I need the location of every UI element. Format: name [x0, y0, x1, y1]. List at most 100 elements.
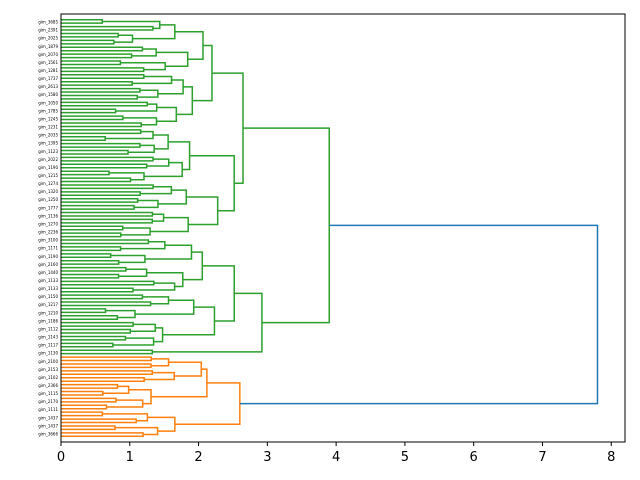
green-cluster-link-38 [61, 136, 106, 141]
leaf-label: gim_1133 [38, 278, 58, 283]
green-cluster-link-46 [109, 172, 145, 181]
green-cluster-link-56 [61, 204, 135, 210]
green-cluster-link-66 [182, 251, 204, 281]
orange-cluster-link-115 [61, 411, 104, 417]
orange-cluster-link-110 [106, 399, 144, 408]
green-cluster-link-40 [61, 142, 141, 148]
green-cluster-link-57 [150, 216, 189, 233]
orange-cluster-link-111 [61, 397, 117, 403]
green-cluster-link-11 [156, 51, 189, 67]
green-cluster-link-42 [144, 161, 183, 178]
orange-cluster-link-108 [61, 383, 119, 389]
dendrogram-links [61, 18, 599, 438]
x-tick-label: 5 [401, 450, 409, 465]
leaf-label: gim_1785 [38, 108, 58, 113]
orange-cluster-link-119 [61, 432, 144, 438]
leaf-label: gim_1143 [38, 335, 58, 340]
green-cluster-link-15 [120, 62, 166, 71]
green-cluster-link-21 [61, 74, 145, 79]
orange-cluster-link-105 [61, 377, 145, 382]
leaf-label: gim_3666 [38, 431, 58, 436]
x-tick-label: 7 [538, 450, 546, 465]
leaf-label: gim_1245 [38, 116, 58, 121]
green-cluster-link-44 [61, 156, 154, 162]
leaf-label: gim_1580 [38, 92, 58, 97]
leaf-label: gim_1320 [38, 189, 58, 194]
orange-cluster-link-114 [102, 413, 149, 422]
green-cluster-link-2 [192, 44, 213, 102]
x-tick-label: 6 [470, 450, 478, 465]
leaf-label: gim_2613 [38, 84, 58, 89]
leaf-label: gim_1274 [38, 181, 58, 186]
green-cluster-link-14 [61, 53, 133, 59]
green-cluster-link-31 [61, 115, 124, 121]
green-cluster-link-30 [122, 117, 158, 126]
green-cluster-link-69 [61, 239, 150, 245]
green-cluster-link-54 [134, 199, 159, 209]
green-cluster-link-5 [102, 20, 161, 30]
orange-cluster-link-104 [61, 370, 153, 376]
orange-cluster-link-118 [61, 425, 116, 431]
green-cluster-link-35 [153, 134, 169, 150]
leaf-label: gim_1117 [38, 343, 58, 348]
leaf-label: gim_1130 [38, 351, 58, 356]
green-cluster-link-95 [61, 342, 114, 348]
green-cluster-link-52 [61, 184, 154, 190]
x-tick-label: 0 [57, 450, 65, 465]
green-cluster-link-79 [61, 280, 155, 286]
green-cluster-link-22 [61, 80, 133, 86]
green-cluster-link-58 [152, 213, 165, 222]
green-cluster-link-72 [61, 253, 112, 259]
green-cluster-link-29 [61, 108, 117, 114]
green-cluster-link-53 [61, 191, 141, 197]
leaf-label: gim_1217 [38, 302, 58, 307]
green-cluster-link-71 [110, 254, 146, 264]
orange-cluster-link-109 [61, 390, 104, 396]
leaf-label: gim_1210 [38, 310, 58, 315]
green-cluster-link-59 [61, 211, 154, 217]
leaf-label: gim_2160 [38, 262, 58, 267]
green-cluster-link-74 [146, 272, 184, 288]
leaf-label: gim_1123 [38, 149, 58, 154]
leaf-label: gim_2366 [38, 383, 58, 388]
leaf-label: gim_3685 [38, 20, 58, 25]
green-cluster-link-84 [61, 294, 144, 300]
green-cluster-link-73 [61, 259, 120, 265]
green-cluster-link-43 [146, 158, 170, 167]
leaf-label: gim_1879 [38, 44, 58, 49]
leaf-label: gim_1171 [38, 246, 58, 251]
green-cluster-link-75 [118, 268, 148, 277]
leaf-label: gim_1112 [38, 326, 58, 331]
green-cluster-link-47 [61, 170, 110, 176]
orange-cluster-link-100 [150, 358, 170, 367]
green-cluster-link-6 [61, 18, 104, 24]
green-cluster-link-50 [157, 189, 188, 205]
green-cluster-link-80 [61, 287, 134, 293]
green-cluster-link-49 [186, 196, 219, 226]
green-cluster-link-17 [61, 67, 145, 73]
green-cluster-link-92 [61, 328, 132, 334]
green-cluster-link-51 [140, 185, 173, 195]
green-cluster-link-60 [61, 218, 153, 224]
green-cluster-link-82 [134, 299, 195, 315]
green-cluster-link-16 [61, 60, 122, 66]
green-cluster-link-70 [61, 246, 122, 252]
leaf-label: gim_2170 [38, 399, 58, 404]
leaf-label: gim_1111 [38, 407, 58, 412]
leaf-label: gim_1270 [38, 221, 58, 226]
leaf-label: gim_1133 [38, 286, 58, 291]
leaf-label: gim_1250 [38, 197, 58, 202]
orange-cluster-link-117 [115, 426, 159, 436]
orange-cluster-link-112 [61, 404, 108, 410]
leaf-label: gim_1190 [38, 165, 58, 170]
green-cluster-link-86 [105, 309, 136, 319]
leaf-label: gim_1190 [38, 254, 58, 259]
green-cluster-link-10 [61, 39, 115, 45]
x-tick-label: 2 [194, 450, 202, 465]
green-cluster-link-24 [61, 87, 141, 93]
leaf-label: gim_1437 [38, 415, 58, 420]
leaf-labels: gim_3685 gim_2391 gim_2025 gim_1879 gim_2070… [38, 20, 58, 437]
orange-cluster-link-98 [151, 368, 208, 398]
green-cluster-link-13 [61, 46, 144, 52]
